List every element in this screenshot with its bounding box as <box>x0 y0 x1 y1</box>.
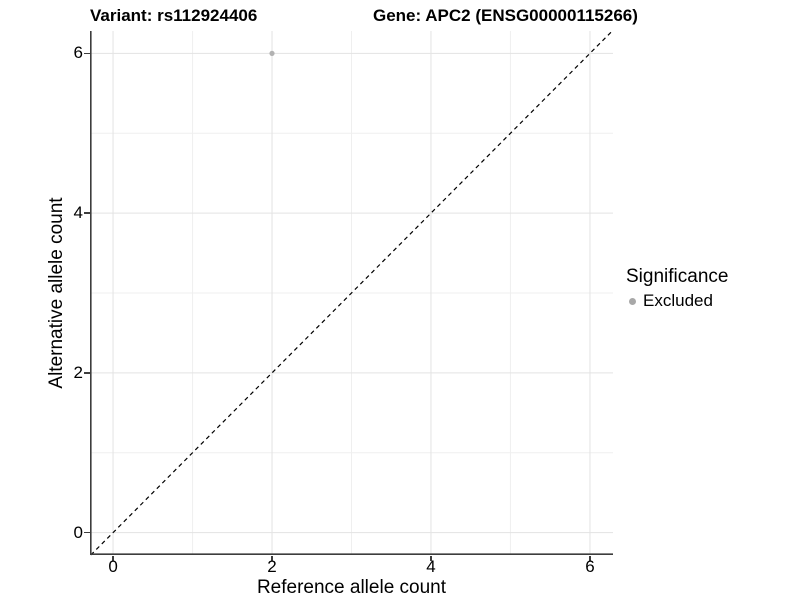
variant-title: Variant: rs112924406 <box>90 6 258 25</box>
x-tick-mark <box>271 555 273 561</box>
plot-panel <box>90 30 613 556</box>
x-tick-mark <box>430 555 432 561</box>
x-axis-title: Reference allele count <box>256 577 447 598</box>
legend-point-icon <box>629 297 636 305</box>
y-tick-mark <box>84 531 90 534</box>
x-tick-label: 4 <box>426 557 436 576</box>
y-tick-mark <box>84 212 90 214</box>
legend: Significance Excluded <box>626 266 728 311</box>
y-tick-label: 0 <box>73 522 83 542</box>
y-tick-label: 6 <box>73 43 83 63</box>
y-tick-mark <box>84 52 90 55</box>
legend-title: Significance <box>626 266 729 287</box>
y-tick-label: 2 <box>73 362 83 382</box>
legend-item-label: Excluded <box>643 291 713 310</box>
y-axis-title: Alternative allele count <box>46 197 67 389</box>
plot-canvas <box>90 30 613 556</box>
gene-title: Gene: APC2 (ENSG00000115266) <box>373 6 638 25</box>
legend-item-excluded: Excluded <box>626 291 728 311</box>
x-tick-mark <box>112 555 114 561</box>
x-tick-label: 2 <box>267 557 277 576</box>
y-tick-mark <box>84 372 90 374</box>
identity-line <box>90 30 613 556</box>
x-tick-label: 0 <box>108 557 118 576</box>
x-tick-label: 6 <box>585 557 595 576</box>
x-tick-mark <box>589 555 591 561</box>
y-tick-label: 4 <box>73 203 83 223</box>
data-point-excluded <box>269 50 275 56</box>
